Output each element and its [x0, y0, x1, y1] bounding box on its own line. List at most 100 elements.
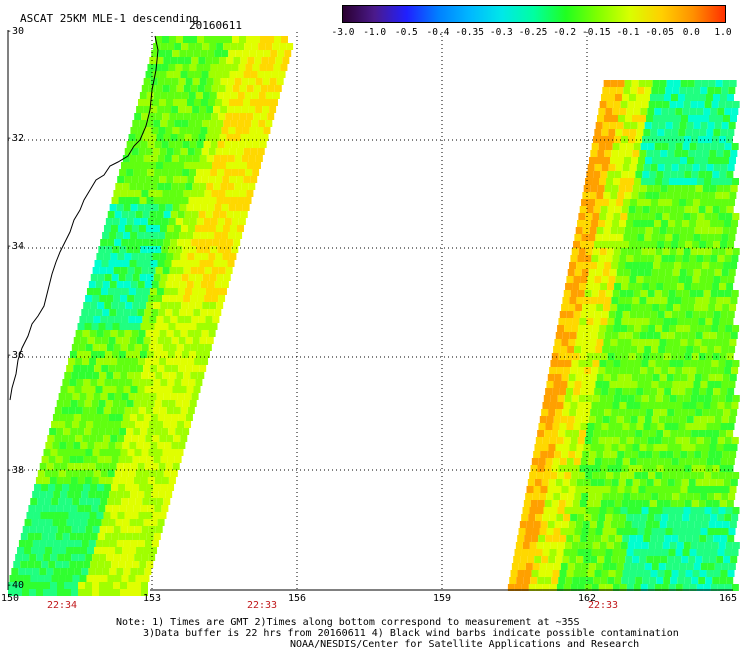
swath-cell	[676, 248, 684, 255]
swath-cell	[601, 388, 609, 395]
swath-cell	[629, 388, 637, 395]
swath-cell	[15, 554, 23, 561]
swath-cell	[233, 211, 241, 218]
swath-cell	[34, 484, 42, 491]
swath-cell	[143, 260, 151, 267]
swath-cell	[125, 379, 133, 386]
swath-cell	[162, 36, 169, 43]
swath-cell	[176, 113, 184, 120]
swath-cell	[567, 416, 575, 423]
swath-cell	[590, 297, 598, 304]
swath-cell	[268, 57, 276, 64]
swath-cell	[174, 302, 182, 309]
swath-cell	[168, 400, 176, 407]
swath-cell	[179, 232, 187, 239]
swath-cell	[599, 542, 607, 549]
swath-cell	[245, 64, 253, 71]
swath-cell	[140, 505, 148, 512]
swath-cell	[113, 589, 120, 596]
swath-cell	[129, 155, 137, 162]
swath-cell	[183, 162, 191, 169]
swath-cell	[578, 472, 586, 479]
swath-cell	[239, 36, 246, 43]
swath-cell	[571, 472, 579, 479]
swath-cell	[177, 57, 185, 64]
swath-cell	[616, 381, 624, 388]
swath-cell	[78, 582, 85, 589]
swath-cell	[721, 346, 729, 353]
swath-cell	[127, 295, 135, 302]
swath-cell	[90, 561, 98, 568]
swath-cell	[110, 358, 118, 365]
swath-cell	[682, 402, 690, 409]
swath-cell	[519, 521, 527, 528]
swath-cell	[50, 449, 58, 456]
swath-cell	[669, 213, 677, 220]
swath-cell	[229, 71, 237, 78]
swath-cell	[59, 442, 67, 449]
swath-cell	[586, 430, 594, 437]
swath-cell	[231, 246, 239, 253]
swath-cell	[640, 514, 648, 521]
swath-cell	[672, 528, 680, 535]
swath-cell	[150, 106, 158, 113]
swath-cell	[679, 199, 687, 206]
swath-cell	[549, 402, 557, 409]
swath-cell	[725, 507, 733, 514]
swath-cell	[92, 267, 100, 274]
swath-cell	[657, 458, 665, 465]
swath-cell	[713, 164, 721, 171]
swath-cell	[591, 584, 599, 591]
swath-cell	[144, 540, 152, 547]
swath-cell	[609, 87, 617, 94]
swath-cell	[103, 358, 111, 365]
swath-cell	[661, 367, 669, 374]
swath-cell	[113, 344, 121, 351]
swath-cell	[597, 262, 605, 269]
swath-cell	[160, 456, 168, 463]
swath-cell	[141, 449, 149, 456]
swath-cell	[663, 136, 670, 143]
swath-cell	[711, 213, 719, 220]
swath-cell	[181, 302, 189, 309]
swath-cell	[623, 234, 631, 241]
swath-cell	[143, 155, 151, 162]
swath-cell	[146, 274, 154, 281]
swath-cell	[198, 316, 206, 323]
swath-cell	[135, 288, 143, 295]
swath-cell	[118, 533, 126, 540]
swath-cell	[677, 94, 685, 101]
swath-cell	[92, 526, 100, 533]
swath-cell	[607, 283, 615, 290]
swath-cell	[577, 367, 585, 374]
swath-cell	[126, 428, 134, 435]
swath-cell	[652, 157, 660, 164]
swath-cell	[678, 388, 686, 395]
swath-cell	[120, 554, 128, 561]
swath-cell	[136, 365, 144, 372]
swath-cell	[170, 316, 178, 323]
swath-cell	[580, 423, 588, 430]
swath-cell	[190, 85, 198, 92]
swath-cell	[588, 381, 596, 388]
swath-cell	[688, 332, 696, 339]
swath-cell	[695, 409, 703, 416]
swath-cell	[672, 416, 680, 423]
swath-cell	[546, 528, 554, 535]
swath-cell	[605, 437, 613, 444]
swath-cell	[47, 435, 55, 442]
swath-cell	[602, 563, 610, 570]
swath-cell	[650, 535, 658, 542]
swath-cell	[556, 437, 564, 444]
swath-cell	[128, 421, 136, 428]
swath-cell	[581, 528, 589, 535]
note-line-2: 3)Data buffer is 22 hrs from 20160611 4)…	[143, 628, 679, 639]
swath-cell	[575, 227, 583, 234]
swath-cell	[107, 288, 115, 295]
swath-cell	[104, 561, 112, 568]
swath-cell	[678, 423, 686, 430]
swath-cell	[548, 479, 556, 486]
swath-cell	[249, 50, 257, 57]
swath-cell	[690, 472, 698, 479]
swath-cell	[573, 423, 581, 430]
